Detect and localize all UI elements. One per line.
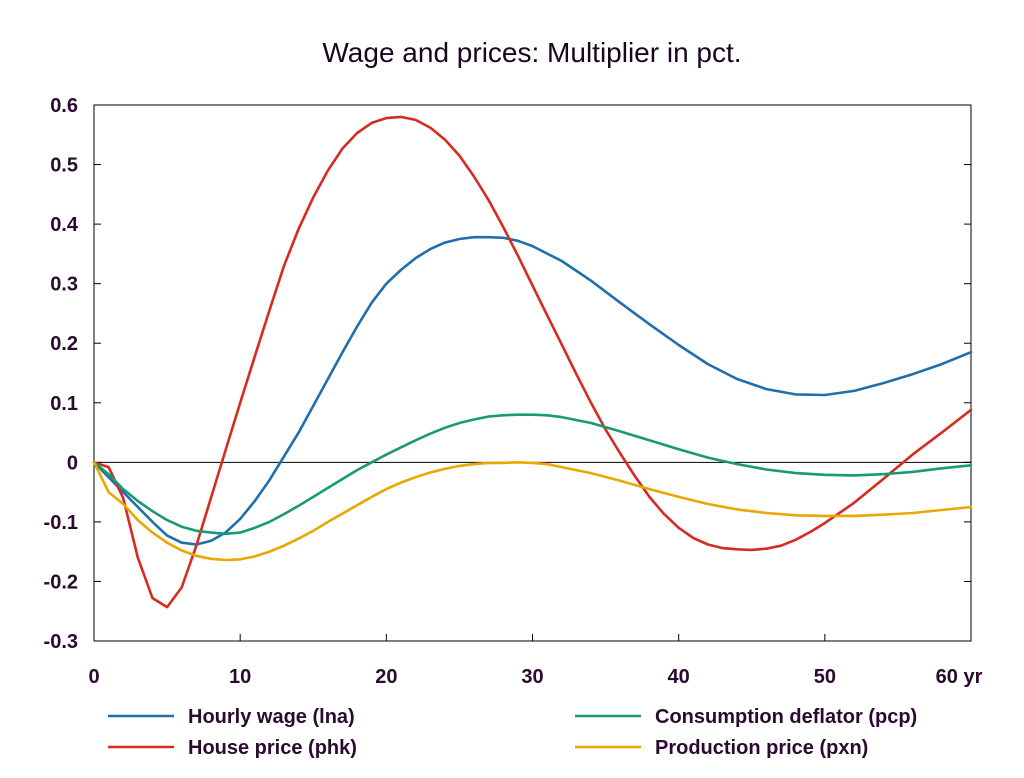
- legend-label-3: Production price (pxn): [655, 737, 868, 759]
- y-tick-label: 0.4: [50, 214, 79, 236]
- x-tick-label: 20: [375, 666, 397, 688]
- series-line-2: [92, 413, 973, 536]
- y-tick-label: 0.6: [50, 95, 78, 117]
- y-tick-label: 0.2: [50, 333, 78, 355]
- y-tick-label: -0.3: [44, 631, 78, 653]
- y-tick-label: -0.2: [44, 571, 78, 593]
- series-line-0: [92, 235, 973, 546]
- x-tick-label: 10: [229, 666, 251, 688]
- series-line-1: [92, 115, 973, 609]
- y-tick-label: 0.1: [50, 393, 78, 415]
- legend-label-2: Consumption deflator (pcp): [655, 706, 917, 728]
- y-tick-label: -0.1: [44, 512, 78, 534]
- x-tick-label: 0: [88, 666, 99, 688]
- series-line-3: [92, 461, 973, 562]
- legend-label-1: House price (phk): [188, 737, 357, 759]
- y-tick-label: 0.5: [50, 155, 78, 177]
- y-tick-label: 0: [67, 452, 78, 474]
- chart-title: Wage and prices: Multiplier in pct.: [322, 37, 741, 68]
- legend-label-0: Hourly wage (lna): [188, 706, 355, 728]
- x-tick-label: 30: [521, 666, 543, 688]
- x-tick-label: 50: [814, 666, 836, 688]
- legend: Hourly wage (lna) House price (phk) Consum…: [108, 706, 917, 759]
- y-tick-label: 0.3: [50, 274, 78, 296]
- x-tick-label: 40: [668, 666, 690, 688]
- plot-area: -0.3 -0.2 -0.1 0 0.1 0.2 0.3 0.4 0.5 0.6 0 10 20 30 40…: [44, 95, 983, 688]
- x-tick-label: 60 yr: [936, 666, 983, 688]
